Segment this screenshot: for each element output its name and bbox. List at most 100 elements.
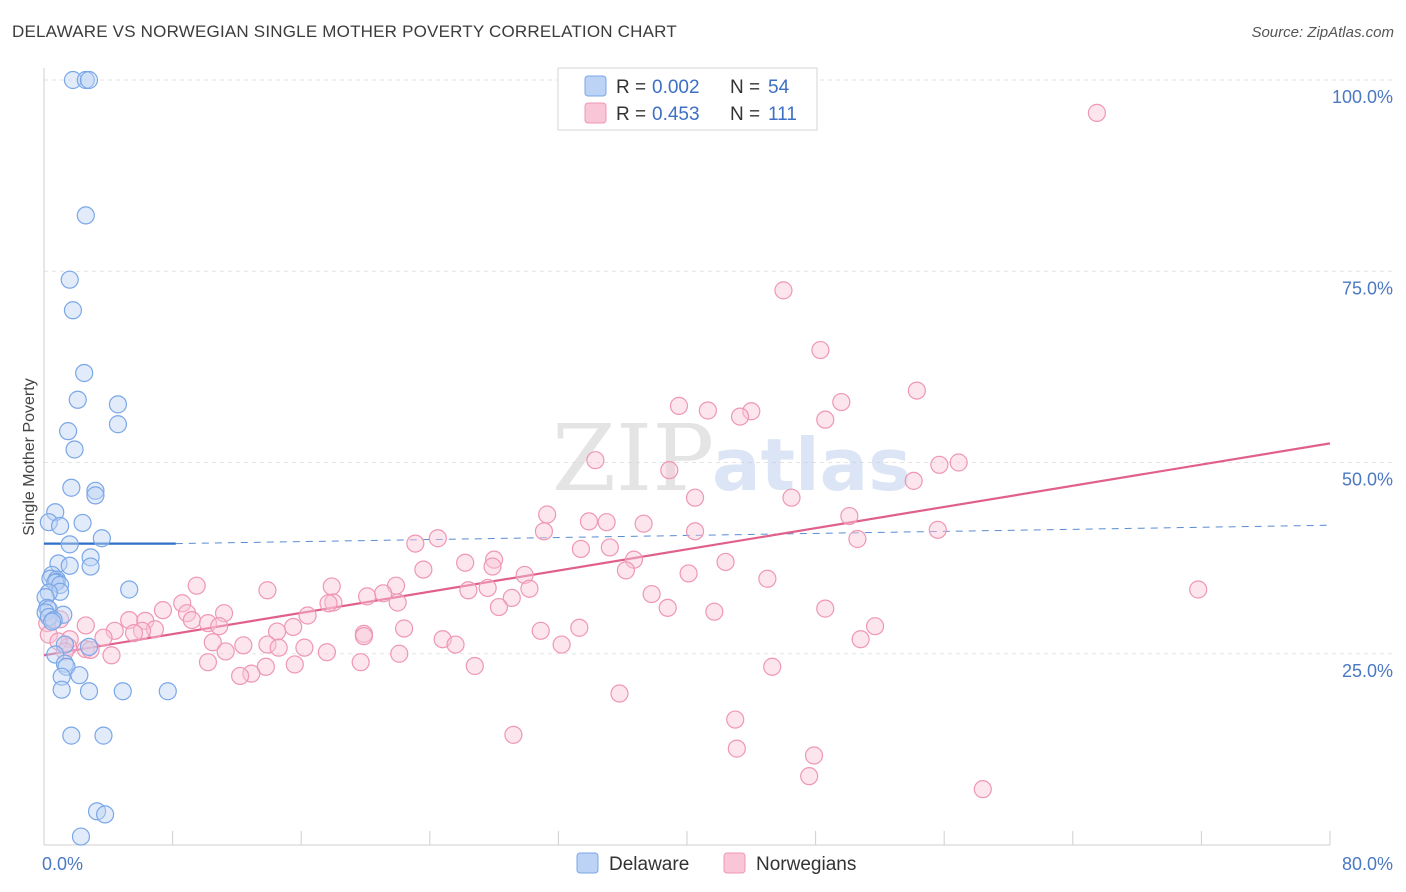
norwegians-point-18: [579, 512, 599, 531]
norwegians-point-71: [865, 617, 885, 636]
norwegians-point-63: [298, 606, 317, 625]
norwegians-point-29: [571, 539, 591, 559]
delaware-point-31: [120, 580, 139, 599]
delaware-point-2: [79, 70, 99, 90]
norwegians-point-90: [258, 635, 277, 654]
norwegians-point-45: [258, 581, 277, 600]
norwegians-point-53: [173, 594, 192, 613]
norwegians-trend: [43, 442, 1331, 657]
y-tick-label-2: 75.0%: [1342, 278, 1393, 298]
legend-r-label-norwegians: R =: [616, 104, 646, 125]
norwegians-point-72: [210, 617, 229, 636]
delaware-point-46: [57, 657, 76, 676]
norwegians-point-115: [504, 725, 523, 744]
watermark: ZIP atlas: [552, 405, 911, 512]
legend-swatch-delaware: [584, 75, 607, 97]
norwegians-point-31: [485, 550, 504, 569]
delaware-point-43: [79, 637, 99, 656]
delaware-point-23: [60, 556, 79, 575]
norwegians-point-74: [394, 619, 414, 638]
source-label: Source: ZipAtlas.com: [1251, 24, 1394, 41]
legend-n-value-norwegians: 111: [768, 104, 797, 125]
delaware-point-56: [95, 805, 115, 824]
delaware-point-29: [46, 573, 65, 592]
delaware-point-53: [62, 726, 81, 745]
legend-r-label-delaware: R =: [616, 77, 646, 98]
delaware-point-13: [86, 481, 105, 500]
norwegians-point-89: [234, 636, 253, 655]
norwegians-point-56: [489, 597, 509, 617]
correlation-legend: R = 0.002 N = 54 R = 0.453 N = 111: [557, 67, 818, 131]
legend-n-label-norwegians: N =: [730, 104, 760, 125]
bottom-legend-label-delaware: Delaware: [609, 854, 689, 875]
delaware-point-19: [92, 529, 111, 548]
bottom-legend-swatch-delaware: [576, 852, 599, 874]
norwegians-point-47: [642, 584, 661, 604]
norwegians-point-33: [716, 552, 735, 572]
norwegians-point-37: [679, 564, 698, 583]
norwegians-point-13: [949, 453, 968, 472]
norwegians-point-9: [816, 410, 835, 429]
norwegians-point-92: [76, 640, 95, 659]
legend-r-value-norwegians: 0.453: [652, 104, 700, 125]
delaware-point-5: [63, 301, 83, 320]
norwegians-point-73: [284, 617, 303, 637]
bottom-legend-label-norwegians: Norwegians: [756, 854, 856, 875]
norwegians-point-69: [182, 610, 201, 630]
delaware-point-49: [52, 680, 71, 699]
norwegians-point-58: [816, 599, 835, 618]
norwegians-point-28: [600, 538, 619, 557]
legend-swatch-norwegians: [584, 102, 607, 124]
norwegians-point-41: [322, 577, 341, 596]
norwegians-point-107: [256, 657, 275, 676]
y-tick-label-3: 100.0%: [1332, 87, 1393, 107]
delaware-point-42: [55, 635, 74, 654]
legend-n-value-delaware: 54: [768, 77, 790, 98]
norwegians-point-24: [928, 520, 947, 539]
delaware-point-7: [68, 390, 87, 409]
norwegians-point-0: [1087, 103, 1107, 122]
x-tick-label-0: 0.0%: [42, 854, 83, 874]
chart-title: DELAWARE VS NORWEGIAN SINGLE MOTHER POVE…: [12, 22, 677, 41]
delaware-point-47: [52, 667, 71, 686]
series-legend: Delaware Norwegians: [576, 852, 856, 875]
norwegians-point-4: [832, 392, 851, 412]
watermark-atlas: atlas: [712, 423, 911, 507]
delaware-point-41: [42, 612, 62, 631]
norwegians-point-108: [242, 664, 261, 683]
norwegians-points: [38, 103, 1208, 799]
norwegians-point-99: [203, 633, 222, 652]
norwegians-point-36: [616, 561, 636, 580]
delaware-point-22: [49, 554, 68, 573]
y-tick-labels: 25.0% 50.0% 75.0% 100.0%: [1332, 87, 1393, 681]
norwegians-point-39: [515, 565, 534, 585]
norwegians-point-48: [374, 584, 393, 603]
norwegians-point-15: [685, 488, 705, 507]
norwegians-point-98: [851, 630, 870, 649]
delaware-point-11: [65, 440, 84, 459]
delaware-point-57: [71, 827, 91, 846]
norwegians-point-57: [658, 598, 677, 617]
delaware-point-44: [46, 645, 65, 664]
norwegians-point-106: [285, 655, 304, 674]
x-tick-labels: 0.0% 80.0%: [42, 854, 1393, 874]
norwegians-point-110: [465, 656, 484, 676]
norwegians-point-78: [570, 618, 589, 637]
delaware-point-0: [63, 70, 83, 90]
norwegians-point-114: [726, 710, 745, 729]
delaware-trend-dashed: [175, 524, 1331, 545]
norwegians-point-97: [552, 635, 571, 654]
delaware-point-52: [158, 682, 177, 701]
norwegians-point-32: [456, 553, 475, 572]
norwegians-point-70: [198, 614, 218, 633]
norwegians-point-68: [76, 616, 95, 635]
norwegians-point-46: [459, 581, 478, 600]
y-tick-label-0: 25.0%: [1342, 661, 1393, 681]
norwegians-point-22: [534, 522, 554, 541]
norwegians-point-6: [698, 401, 717, 420]
norwegians-point-86: [354, 627, 373, 646]
delaware-point-4: [60, 270, 79, 289]
delaware-point-21: [81, 548, 100, 567]
norwegians-point-79: [531, 621, 550, 640]
